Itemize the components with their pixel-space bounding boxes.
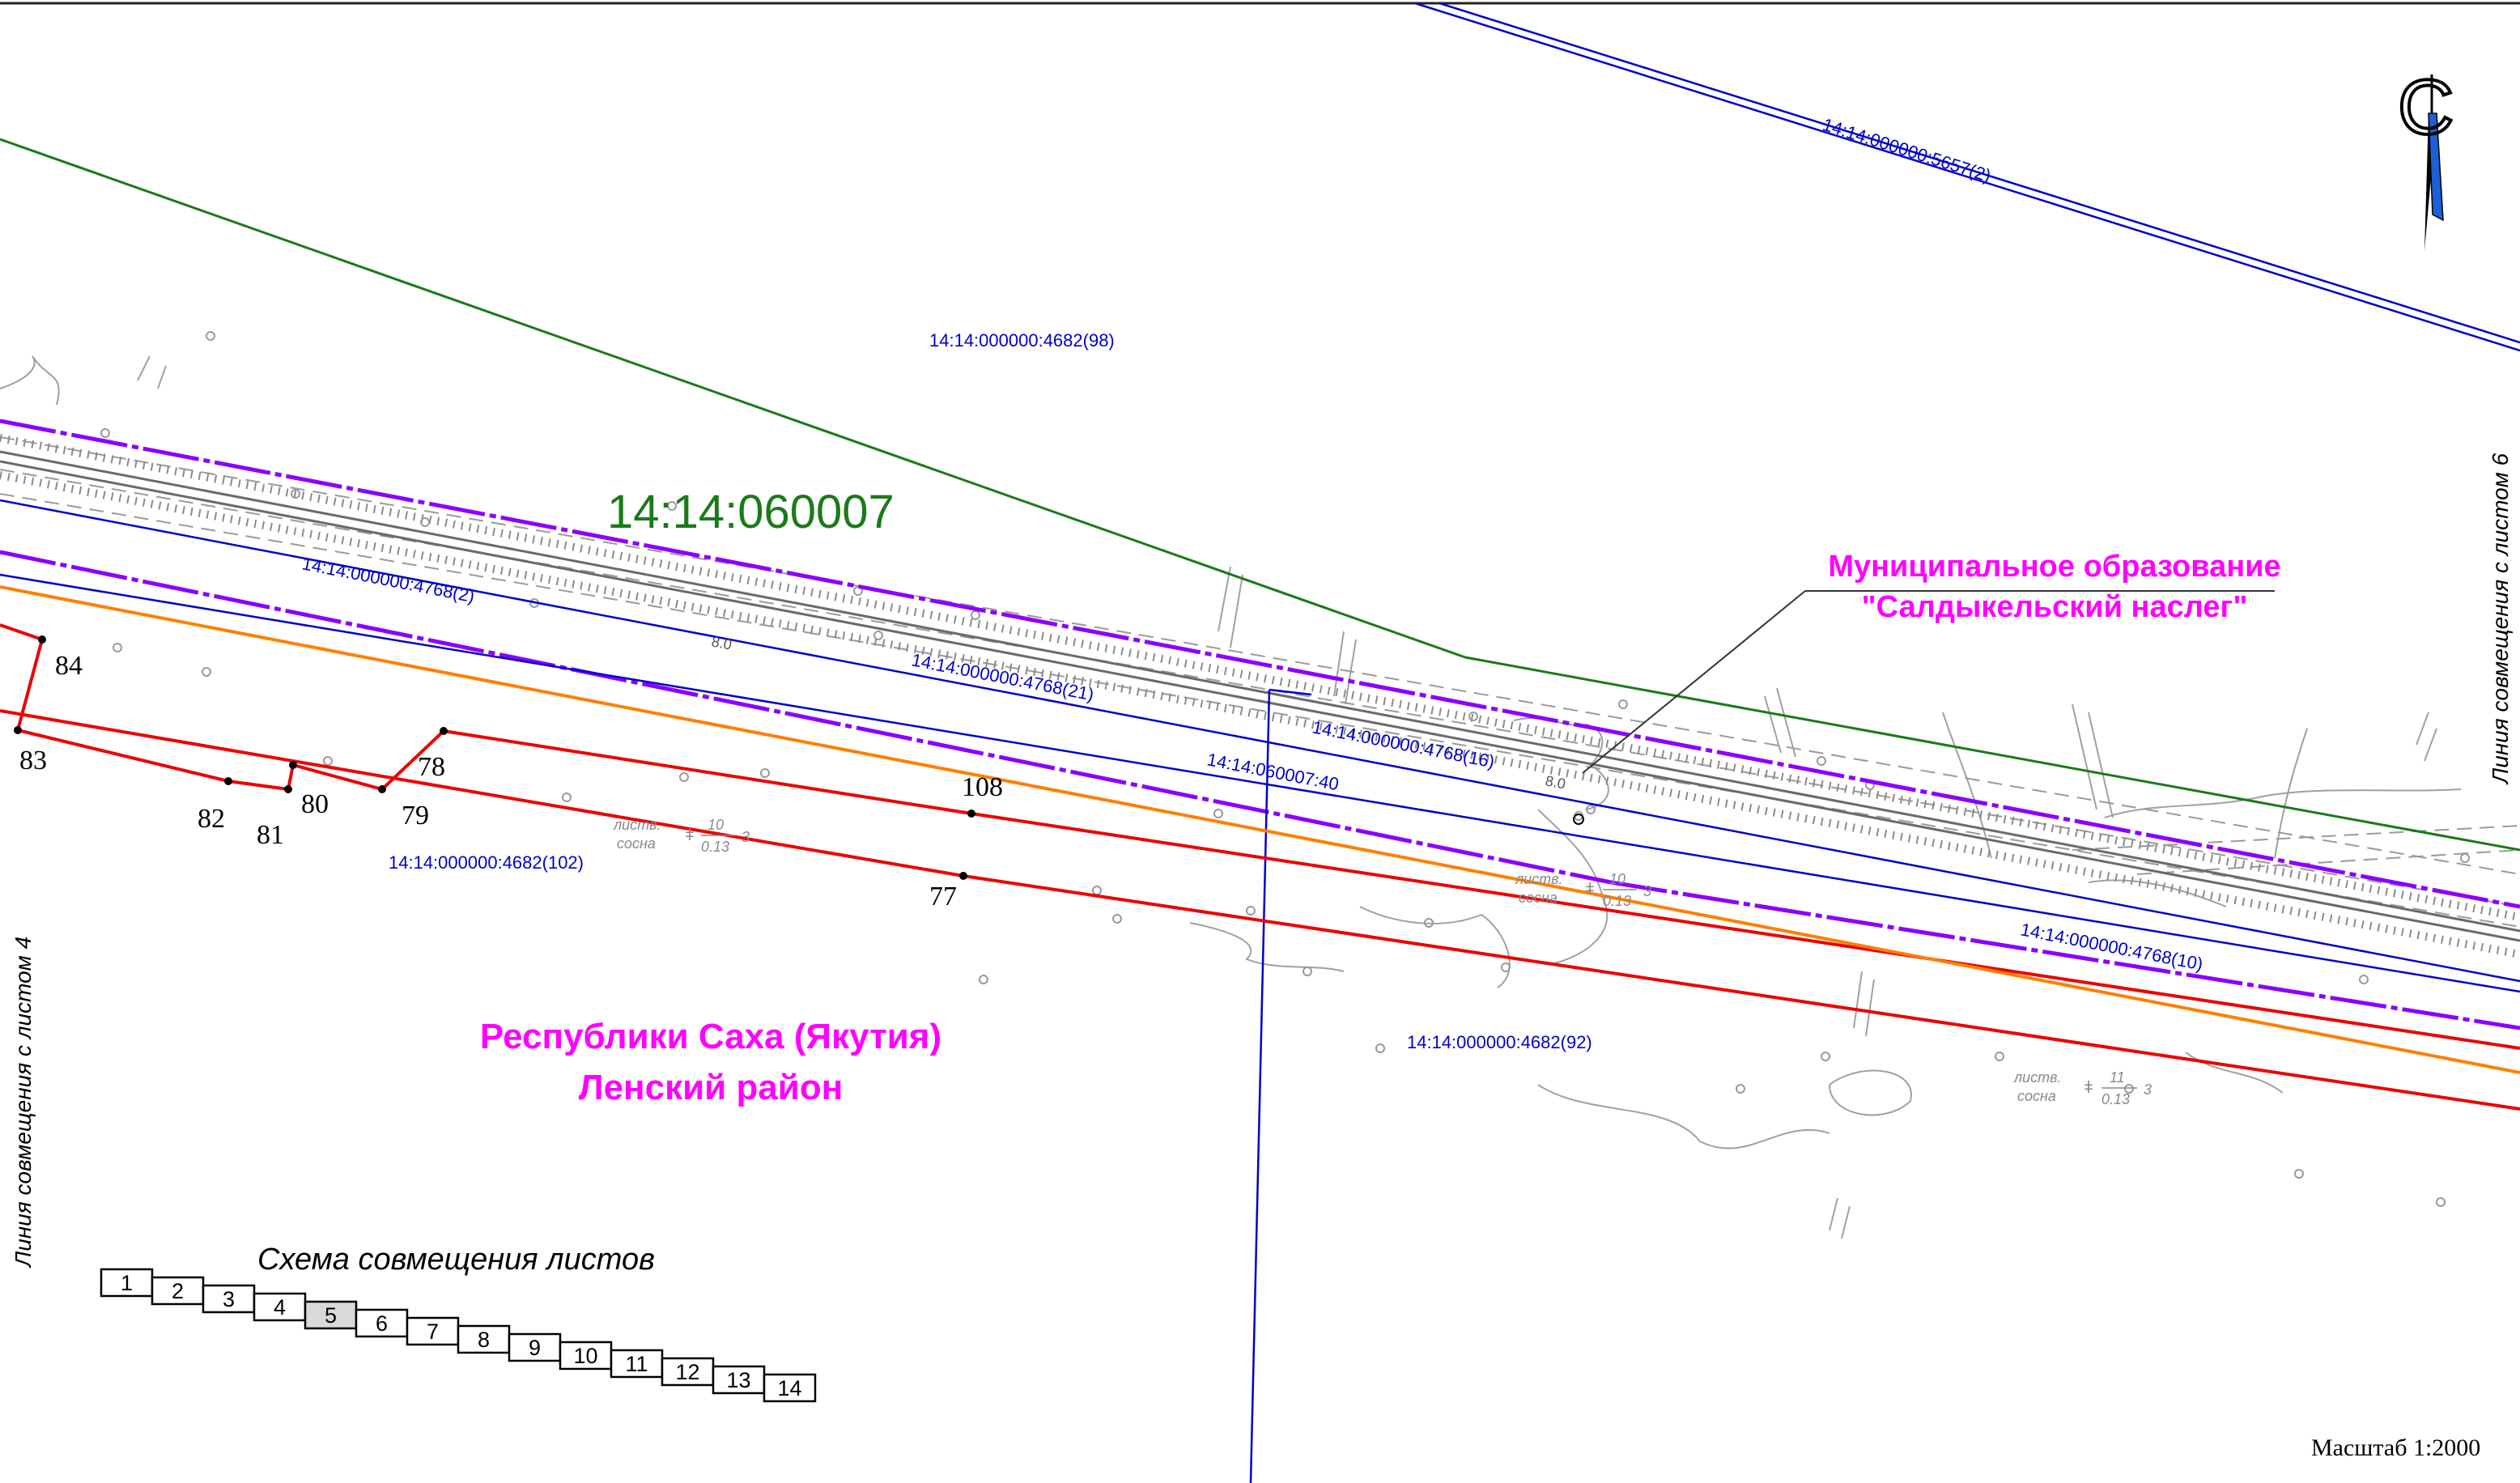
scale-label: Масштаб 1:2000: [2311, 1434, 2480, 1461]
sheet-box: [355, 1308, 409, 1338]
svg-text:11: 11: [2110, 1069, 2125, 1086]
sheet-box: [406, 1316, 460, 1346]
point-label-77: 77: [929, 882, 957, 911]
parcel-label-4682-102: 14:14:000000:4682(102): [389, 852, 584, 873]
match-line-label-right: Линия совмещения с листом 6: [2488, 453, 2513, 785]
north-letter: С: [2398, 64, 2454, 151]
svg-text:3: 3: [742, 829, 750, 845]
municipal-label-line1: Муниципальное образование: [1828, 550, 2280, 584]
sheet-number: 1: [121, 1271, 133, 1295]
terrain-dashed-lines: [0, 436, 2520, 928]
boundary-points: [14, 635, 1584, 880]
sheet-number: 7: [427, 1319, 439, 1344]
block-label: 14:14:060007: [607, 486, 895, 538]
sheet-number: 3: [223, 1287, 235, 1311]
point-label-108: 108: [962, 772, 1003, 802]
sheet-scheme-title: Схема совмещения листов: [257, 1243, 655, 1277]
match-line-label-left: Линия совмещения с листом 4: [11, 937, 36, 1268]
svg-text:ǂ: ǂ: [2084, 1079, 2093, 1097]
svg-text:сосна: сосна: [1519, 890, 1557, 906]
road-width-label: 8.0: [710, 633, 733, 652]
road-width-label: 8.0: [1544, 772, 1566, 792]
parcel-label-5657: 14:14:000000:5657(2): [1820, 114, 1993, 186]
sheet-number: 14: [777, 1376, 801, 1400]
sheet-box: [712, 1365, 766, 1395]
municipal-label-line2: "Салдыкельский наслег": [1862, 590, 2248, 624]
sheet-box: [559, 1341, 613, 1370]
svg-text:ǂ: ǂ: [1585, 881, 1595, 899]
planned-boundary: [0, 623, 2520, 1111]
sheet-number: 11: [625, 1352, 648, 1376]
cadastral-block-boundary: [0, 138, 2520, 852]
point-label-81: 81: [257, 820, 284, 850]
svg-text:листв.: листв.: [2013, 1069, 2062, 1086]
svg-text:сосна: сосна: [2017, 1088, 2056, 1104]
parcel-label-4768-16: 14:14:000000:4768(16): [1311, 716, 1496, 771]
svg-text:10: 10: [1609, 871, 1625, 887]
north-arrow: С: [2396, 62, 2455, 251]
region-label-line2: Ленский район: [579, 1068, 844, 1107]
sheet-box: [457, 1324, 511, 1354]
sheet-box: [253, 1292, 307, 1322]
parcel-label-4682-98: 14:14:000000:4682(98): [929, 330, 1115, 351]
parcel-label-4682-92: 14:14:000000:4682(92): [1407, 1032, 1592, 1052]
sheet-number: 12: [675, 1360, 699, 1384]
right-of-way-boundary: [0, 419, 2520, 1030]
svg-text:ǂ: ǂ: [685, 826, 695, 844]
parcel-label-060007-40: 14:14:060007:40: [1205, 749, 1341, 794]
point-label-80: 80: [301, 789, 329, 819]
sheet-number: 9: [529, 1336, 541, 1360]
municipal-leader: [1582, 590, 2275, 774]
sheet-number: 5: [325, 1303, 337, 1328]
sheet-box: [100, 1268, 154, 1298]
svg-text:0.13: 0.13: [701, 839, 729, 855]
terrain-features: [0, 355, 2462, 1239]
svg-text:сосна: сосна: [617, 835, 656, 852]
svg-text:3: 3: [2144, 1081, 2152, 1098]
forest-annotation: листв. сосна ǂ 10 0.13 3: [613, 817, 750, 855]
forest-annotation: листв. сосна ǂ 11 0.13 3: [2013, 1069, 2152, 1107]
sheet-number: 10: [573, 1344, 597, 1368]
tree-markers: [100, 331, 2470, 1207]
parcel-boundaries: [0, 499, 2520, 1483]
point-label-78: 78: [418, 752, 445, 782]
sheet-scheme: 1 2 3 4 5 6 7 8 9 10 11 12 13 14: [100, 1268, 817, 1403]
svg-text:листв.: листв.: [1515, 871, 1563, 887]
region-label-line1: Республики Саха (Якутия): [480, 1017, 941, 1056]
sheet-number: 2: [172, 1279, 184, 1303]
parcel-5657-boundary: [1414, 2, 2520, 352]
parcel-label-4768-10: 14:14:000000:4768(10): [2019, 919, 2204, 974]
parcel-label-4768-21: 14:14:000000:4768(21): [910, 649, 1095, 704]
svg-text:0.13: 0.13: [1603, 893, 1631, 909]
sheet-number: 13: [726, 1368, 750, 1392]
point-label-84: 84: [55, 651, 83, 681]
svg-text:листв.: листв.: [613, 817, 661, 833]
point-label-79: 79: [402, 801, 429, 831]
sheet-box: [763, 1373, 817, 1403]
sheet-number: 8: [478, 1328, 490, 1352]
railway-track: [0, 434, 2520, 958]
buffer-zone: [0, 585, 2520, 1074]
sheet-number: 6: [376, 1311, 388, 1336]
svg-text:10: 10: [708, 817, 724, 833]
forest-annotation: листв. сосна ǂ 10 0.13 3: [1515, 871, 1651, 909]
point-label-83: 83: [19, 746, 47, 775]
svg-text:3: 3: [1643, 883, 1651, 899]
point-label-82: 82: [198, 804, 225, 834]
svg-text:0.13: 0.13: [2101, 1091, 2130, 1107]
sheet-number: 4: [274, 1295, 286, 1319]
sheet-box: [661, 1357, 715, 1387]
